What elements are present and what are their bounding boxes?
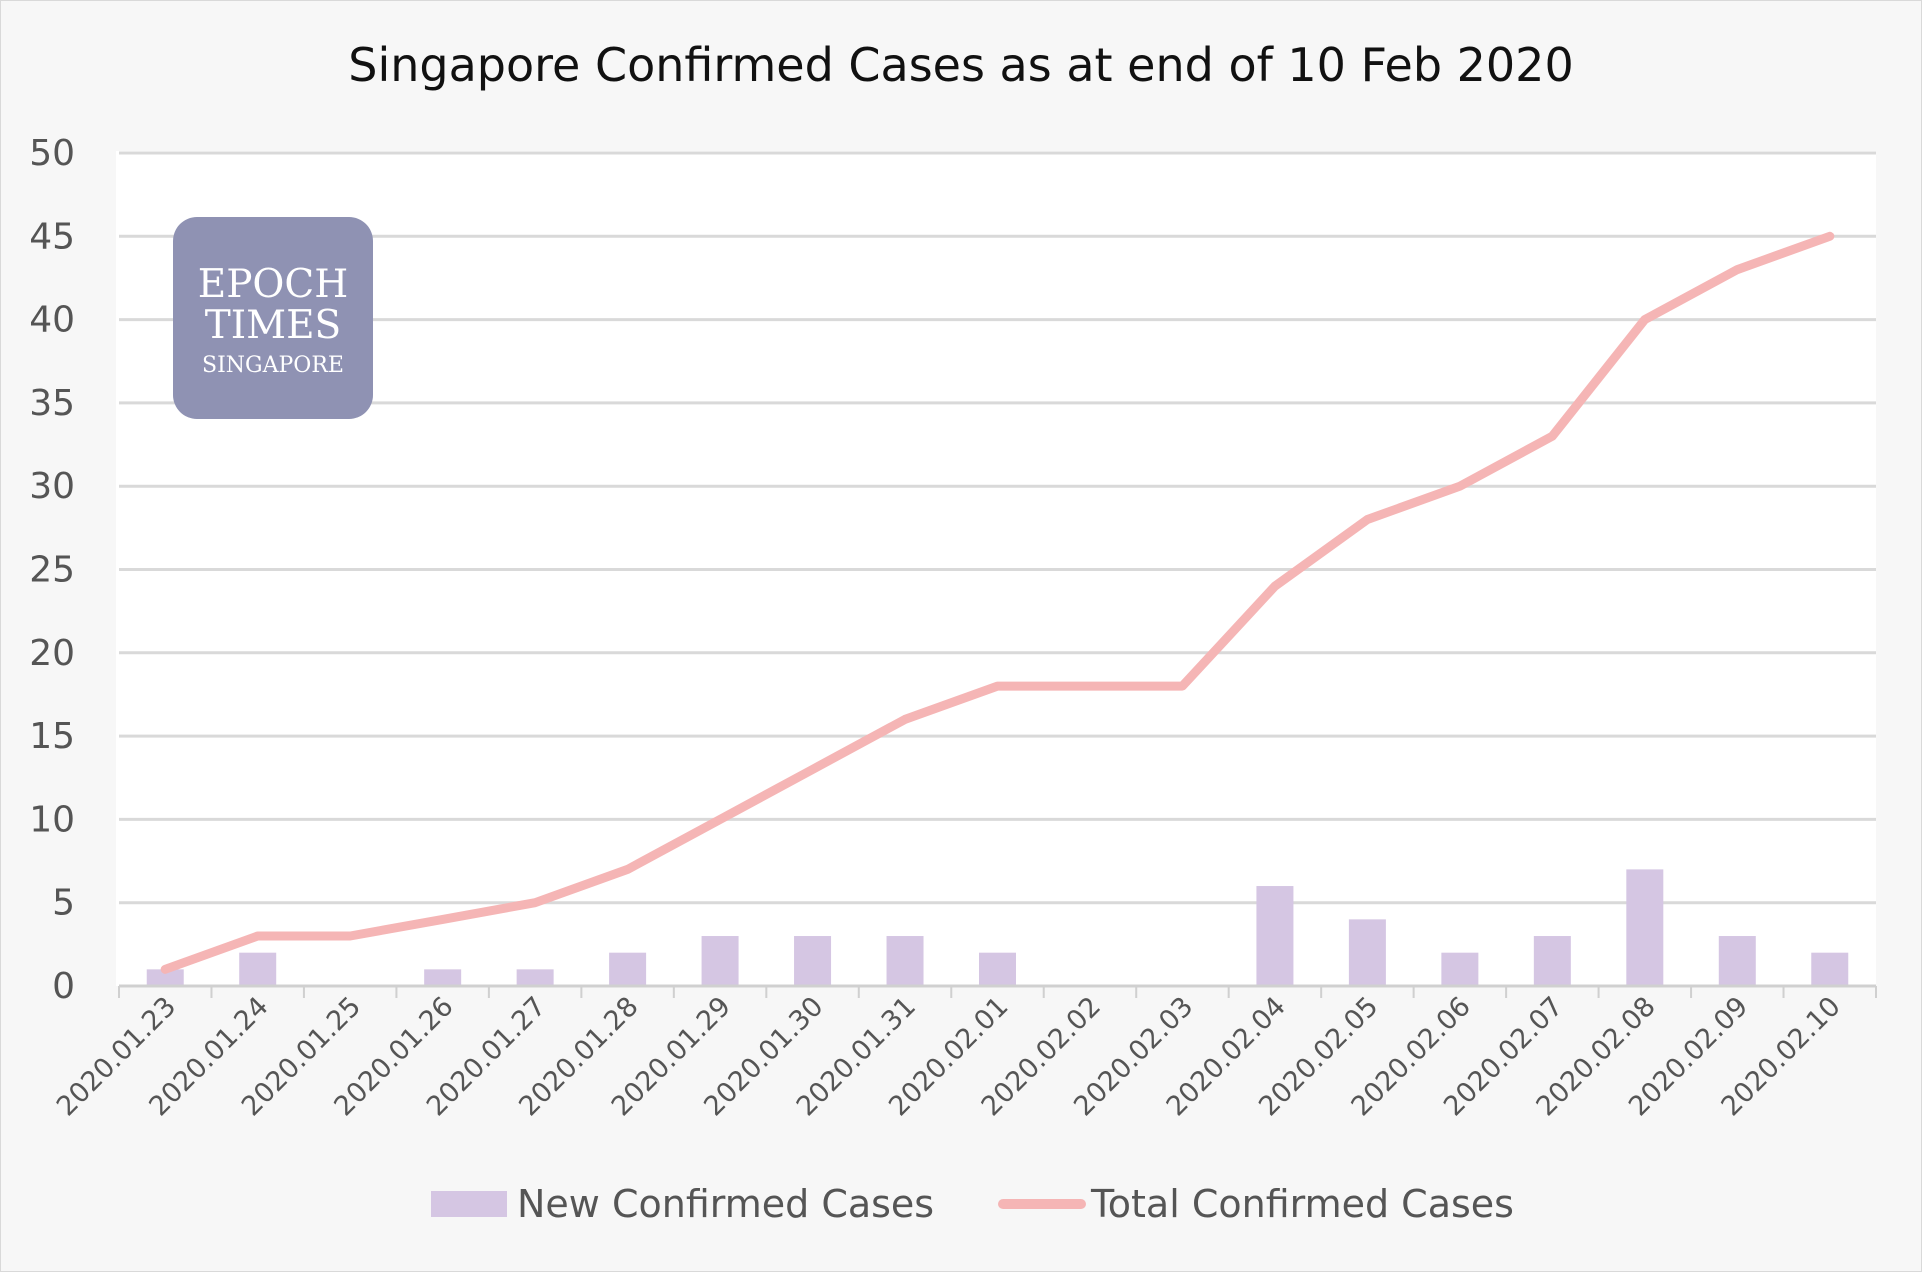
bar-new-confirmed-cases <box>886 936 924 986</box>
point-total-confirmed-cases <box>811 768 814 771</box>
line-series-total-confirmed-cases <box>160 231 1835 974</box>
epoch-times-singapore-logo: EPOCH TIMES SINGAPORE <box>173 217 373 419</box>
bar-new-confirmed-cases <box>1718 936 1756 986</box>
bar-new-confirmed-cases <box>239 952 277 986</box>
bar-new-confirmed-cases <box>701 936 739 986</box>
point-total-confirmed-cases <box>904 718 907 721</box>
point-total-confirmed-cases <box>164 968 167 971</box>
bar-new-confirmed-cases <box>1348 919 1386 986</box>
point-total-confirmed-cases <box>1458 485 1461 488</box>
point-total-confirmed-cases <box>996 685 999 688</box>
legend-label-total-confirmed-cases: Total Confirmed Cases <box>1090 1182 1514 1226</box>
y-tick-label: 5 <box>52 883 75 924</box>
y-tick-label: 35 <box>29 383 75 424</box>
legend: New Confirmed Cases Total Confirmed Case… <box>431 1182 1514 1226</box>
bar-new-confirmed-cases <box>609 952 647 986</box>
point-total-confirmed-cases <box>534 901 537 904</box>
bar-new-confirmed-cases <box>1256 886 1294 986</box>
bar-new-confirmed-cases <box>516 969 554 986</box>
y-tick-label: 20 <box>29 633 75 674</box>
y-tick-label: 30 <box>29 466 75 507</box>
bar-new-confirmed-cases <box>1441 952 1479 986</box>
y-tick-label: 50 <box>29 133 75 174</box>
logo-text-times: TIMES <box>205 303 342 348</box>
logo-text-epoch: EPOCH <box>198 262 349 307</box>
point-total-confirmed-cases <box>1828 235 1831 238</box>
point-total-confirmed-cases <box>1551 435 1554 438</box>
point-total-confirmed-cases <box>1736 268 1739 271</box>
bar-new-confirmed-cases <box>1811 952 1849 986</box>
y-tick-label: 0 <box>52 966 75 1007</box>
y-tick-label: 10 <box>29 799 75 840</box>
legend-swatch-new-confirmed-cases <box>431 1191 507 1217</box>
point-total-confirmed-cases <box>256 935 259 938</box>
point-total-confirmed-cases <box>349 935 352 938</box>
y-tick-label: 15 <box>29 716 75 757</box>
bar-new-confirmed-cases <box>979 952 1016 986</box>
bar-new-confirmed-cases <box>146 969 184 986</box>
point-total-confirmed-cases <box>441 918 444 921</box>
point-total-confirmed-cases <box>1088 685 1091 688</box>
y-tick-label: 45 <box>29 216 75 257</box>
bar-new-confirmed-cases <box>1626 869 1664 986</box>
point-total-confirmed-cases <box>1366 518 1369 521</box>
legend-label-new-confirmed-cases: New Confirmed Cases <box>517 1182 934 1226</box>
logo-text-singapore: SINGAPORE <box>202 353 344 378</box>
y-tick-label: 40 <box>29 300 75 341</box>
bar-new-confirmed-cases <box>1533 936 1571 986</box>
point-total-confirmed-cases <box>719 818 722 821</box>
point-total-confirmed-cases <box>1181 685 1184 688</box>
point-total-confirmed-cases <box>1643 318 1646 321</box>
point-total-confirmed-cases <box>1273 585 1276 588</box>
logo-background <box>173 217 373 419</box>
bar-new-confirmed-cases <box>424 969 462 986</box>
y-axis: 0 5 10 15 20 25 30 35 40 45 50 <box>29 133 75 1007</box>
chart-title: Singapore Confirmed Cases as at end of 1… <box>348 38 1573 92</box>
point-total-confirmed-cases <box>626 868 629 871</box>
bar-new-confirmed-cases <box>794 936 832 986</box>
y-tick-label: 25 <box>29 550 75 591</box>
bar-series-new-confirmed-cases <box>146 869 1849 986</box>
